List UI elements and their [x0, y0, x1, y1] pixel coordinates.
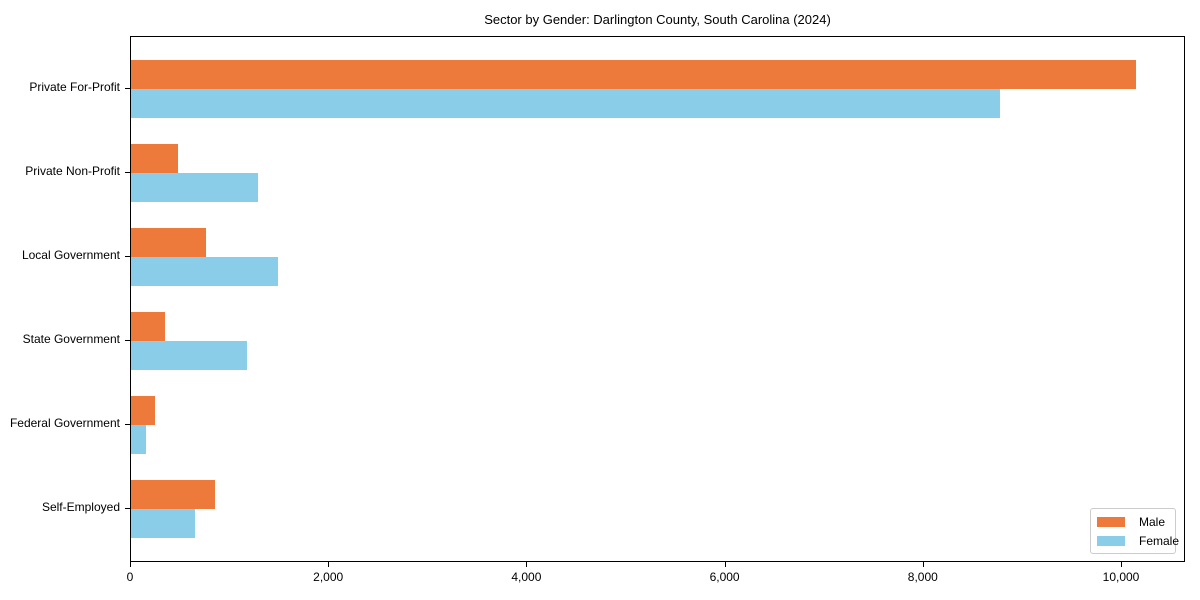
bar-male	[131, 228, 207, 257]
legend: Male Female	[1090, 508, 1179, 554]
y-tick-label: Local Government	[21, 248, 120, 262]
x-tick-label: 4,000	[511, 570, 542, 584]
x-tick	[526, 562, 528, 567]
bar-female	[131, 173, 259, 202]
plot-area	[130, 36, 1185, 562]
x-tick-label: 2,000	[313, 570, 344, 584]
x-tick-label: 0	[126, 570, 134, 584]
male-swatch	[1097, 517, 1125, 527]
x-tick	[922, 562, 924, 567]
x-tick-label: 6,000	[709, 570, 740, 584]
chart-title: Sector by Gender: Darlington County, Sou…	[484, 12, 831, 27]
bar-male	[131, 480, 216, 509]
legend-label-male: Male	[1139, 515, 1166, 529]
legend-item-female: Female	[1097, 533, 1179, 549]
bar-male	[131, 312, 165, 341]
legend-label-female: Female	[1139, 534, 1180, 548]
x-tick-label: 8,000	[907, 570, 938, 584]
y-tick	[125, 172, 130, 173]
x-tick	[724, 562, 726, 567]
bar-female	[131, 509, 196, 538]
bar-female	[131, 257, 278, 286]
y-tick	[125, 256, 130, 257]
x-tick	[130, 562, 131, 567]
x-tick	[328, 562, 330, 567]
bar-male	[131, 60, 1136, 89]
bar-male	[131, 396, 155, 425]
bar-female	[131, 341, 247, 370]
legend-item-male: Male	[1097, 514, 1165, 530]
bar-female	[131, 425, 146, 454]
y-tick-label: Private Non-Profit	[25, 164, 120, 178]
y-tick	[125, 340, 130, 341]
x-tick-label: 10,000	[1102, 570, 1140, 584]
y-tick-label: State Government	[22, 332, 120, 346]
y-tick	[125, 508, 130, 509]
y-tick	[125, 424, 130, 425]
female-swatch	[1097, 536, 1125, 546]
bar-male	[131, 144, 178, 173]
y-tick-label: Self-Employed	[41, 500, 120, 514]
x-tick	[1121, 562, 1122, 567]
y-tick-label: Federal Government	[9, 416, 120, 430]
bar-female	[131, 89, 1000, 118]
y-tick	[125, 88, 130, 89]
y-tick-label: Private For-Profit	[29, 80, 120, 94]
